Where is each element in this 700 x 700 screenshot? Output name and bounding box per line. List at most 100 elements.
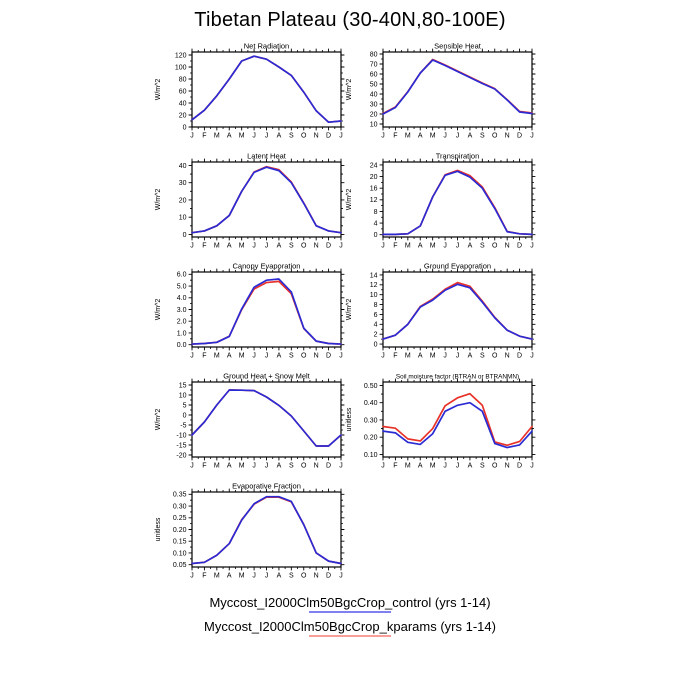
y-tick-label: 0.40 bbox=[364, 400, 378, 407]
x-tick-label: M bbox=[430, 353, 436, 360]
x-tick-label: M bbox=[239, 243, 245, 250]
x-tick-label: D bbox=[517, 353, 522, 360]
chart-title: Net Radiation bbox=[244, 42, 289, 51]
chart-sensible-heat: J F M A M J J A S O N D J 10 20 30 40 50 60 70 80 W/m^2 Sensib… bbox=[338, 40, 538, 146]
x-tick-label: J bbox=[190, 573, 194, 580]
minor-ticks bbox=[381, 160, 534, 239]
x-tick-label: O bbox=[301, 463, 307, 470]
x-tick-label: D bbox=[326, 463, 331, 470]
chart-evaporative-fraction: J F M A M J J A S O N D J 0.05 0.10 0.15 0.20 0.25 0.30 0.3… bbox=[147, 480, 347, 586]
chart-title: Evaporative Fraction bbox=[232, 482, 301, 491]
x-tick-label: A bbox=[277, 353, 282, 360]
x-tick-label: A bbox=[468, 243, 473, 250]
y-tick-label: 4 bbox=[374, 322, 378, 329]
x-tick-label: J bbox=[530, 463, 534, 470]
x-tick-label: O bbox=[492, 353, 498, 360]
x-tick-label: J bbox=[381, 133, 385, 140]
y-tick-label: 2.0 bbox=[177, 319, 187, 326]
y-tick-label: -10 bbox=[176, 432, 186, 439]
x-tick-label: M bbox=[214, 353, 220, 360]
x-tick-label: J bbox=[265, 353, 269, 360]
series-line-kparams bbox=[382, 58, 533, 115]
y-tick-label: 4 bbox=[374, 220, 378, 227]
minor-ticks bbox=[190, 380, 343, 459]
x-tick-label: J bbox=[530, 353, 534, 360]
chart-canvas: J F M A M J J A S O N D J0.01.02.03.04.05.06.0W/m^2C… bbox=[155, 262, 345, 360]
x-tick-label: A bbox=[227, 353, 232, 360]
chart-canvas: J F M A M J J A S O N D J0.100.200.300.400.50unitles… bbox=[346, 374, 536, 470]
minor-ticks bbox=[190, 270, 343, 349]
x-tick-label: A bbox=[227, 243, 232, 250]
x-tick-label: M bbox=[214, 243, 220, 250]
x-tick-label: M bbox=[214, 463, 220, 470]
x-tick-label: A bbox=[277, 463, 282, 470]
x-tick-label: J bbox=[456, 133, 460, 140]
x-tick-label: J bbox=[530, 243, 534, 250]
x-tick-label: N bbox=[314, 463, 319, 470]
x-tick-label: A bbox=[468, 463, 473, 470]
chart-canopy-evaporation: J F M A M J J A S O N D J 0.0 1.0 2.0 3.0 4.0 5.0 6.0 W/m^2 C… bbox=[147, 260, 347, 366]
x-tick-label: S bbox=[480, 353, 485, 360]
chart-title: Latent Heat bbox=[247, 152, 287, 161]
x-tick-label: J bbox=[190, 463, 194, 470]
x-tick-label: D bbox=[326, 243, 331, 250]
y-tick-label: 6.0 bbox=[177, 272, 187, 279]
x-tick-label: N bbox=[314, 573, 319, 580]
x-tick-label: F bbox=[393, 243, 397, 250]
y-tick-label: 20 bbox=[179, 112, 187, 119]
x-tick-label: J bbox=[339, 573, 343, 580]
y-tick-label: 20 bbox=[370, 174, 378, 181]
x-tick-label: J bbox=[252, 353, 256, 360]
y-axis-label: W/m^2 bbox=[155, 189, 162, 211]
x-tick-label: D bbox=[517, 133, 522, 140]
y-tick-label: 0.50 bbox=[364, 383, 378, 390]
y-tick-label: 24 bbox=[370, 162, 378, 169]
x-tick-label: D bbox=[326, 353, 331, 360]
minor-ticks bbox=[381, 270, 534, 349]
y-tick-label: 0 bbox=[183, 124, 187, 131]
x-tick-label: A bbox=[227, 463, 232, 470]
x-tick-label: J bbox=[265, 573, 269, 580]
x-tick-label: S bbox=[480, 463, 485, 470]
legend-line-sample-kparams bbox=[309, 635, 391, 637]
x-tick-label: M bbox=[239, 463, 245, 470]
x-tick-label: M bbox=[405, 133, 411, 140]
legend: Myccost_I2000Clm50BgcCrop_control (yrs 1… bbox=[0, 594, 700, 642]
y-tick-label: 0.10 bbox=[364, 452, 378, 459]
chart-canvas: J F M A M J J A S O N D J-20-15-10-5051015W/m^2Groun… bbox=[155, 372, 345, 470]
y-tick-label: 0.30 bbox=[364, 417, 378, 424]
x-tick-label: J bbox=[265, 133, 269, 140]
x-tick-label: N bbox=[505, 463, 510, 470]
x-tick-label: J bbox=[339, 243, 343, 250]
x-tick-label: N bbox=[314, 133, 319, 140]
x-tick-label: A bbox=[468, 353, 473, 360]
major-ticks bbox=[379, 48, 536, 131]
x-tick-label: A bbox=[418, 463, 423, 470]
y-tick-label: 0.35 bbox=[173, 492, 187, 499]
y-tick-label: 0.25 bbox=[173, 515, 187, 522]
y-axis-label: W/m^2 bbox=[155, 79, 162, 101]
x-tick-label: D bbox=[517, 243, 522, 250]
legend-label-control: Myccost_I2000Clm50BgcCrop_control (yrs 1… bbox=[209, 595, 491, 610]
y-tick-label: 12 bbox=[370, 197, 378, 204]
major-ticks bbox=[188, 158, 345, 241]
x-tick-label: O bbox=[492, 463, 498, 470]
x-tick-label: S bbox=[289, 133, 294, 140]
x-tick-label: J bbox=[252, 243, 256, 250]
y-tick-label: 14 bbox=[370, 272, 378, 279]
minor-ticks bbox=[381, 380, 534, 459]
y-tick-label: 8 bbox=[374, 209, 378, 216]
y-tick-label: 6 bbox=[374, 312, 378, 319]
x-tick-label: S bbox=[480, 133, 485, 140]
plot-frame bbox=[191, 161, 342, 238]
legend-line-sample-control bbox=[309, 611, 391, 613]
x-tick-label: J bbox=[190, 133, 194, 140]
x-tick-label: J bbox=[456, 353, 460, 360]
y-tick-label: 0 bbox=[374, 232, 378, 239]
series-line-kparams bbox=[382, 392, 533, 447]
x-tick-label: M bbox=[405, 463, 411, 470]
x-tick-label: A bbox=[418, 353, 423, 360]
x-tick-label: J bbox=[339, 463, 343, 470]
y-tick-label: 60 bbox=[179, 88, 187, 95]
